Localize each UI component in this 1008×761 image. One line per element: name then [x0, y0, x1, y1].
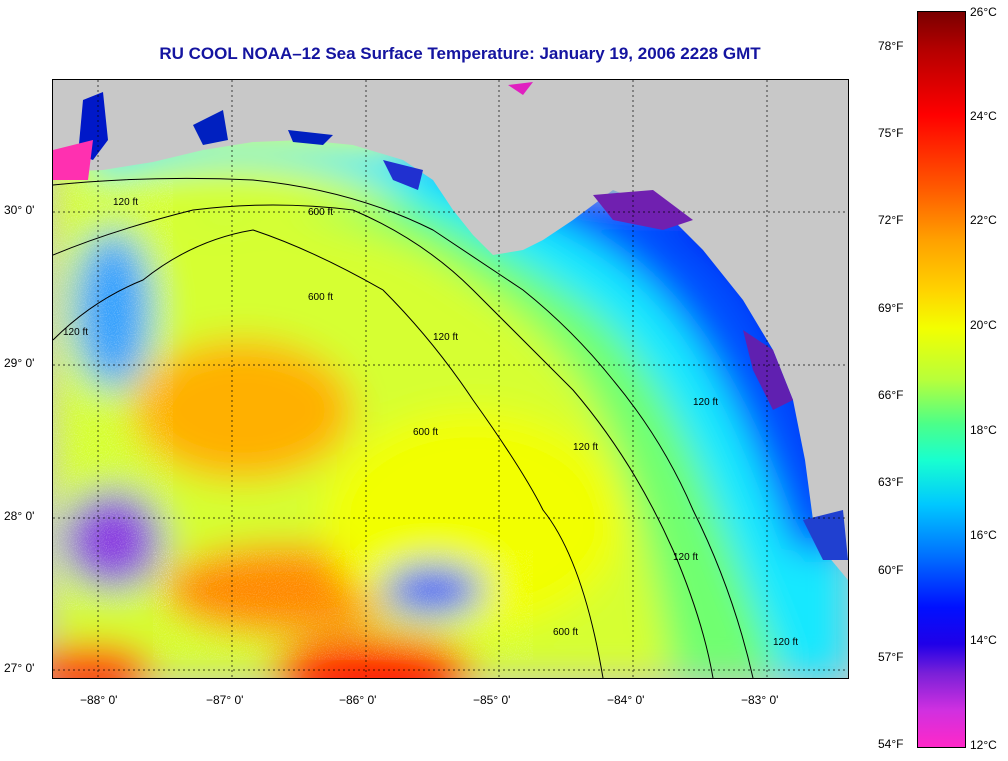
temperature-colorbar [917, 11, 966, 748]
colorbar-c-label: 16°C [970, 528, 997, 542]
colorbar-f-label: 60°F [878, 563, 904, 577]
contour-label: 600 ft [413, 427, 438, 438]
longitude-label: −85° 0' [473, 693, 511, 707]
bathymetry-contours [53, 177, 754, 678]
land-mass [53, 80, 848, 580]
colorbar-c-label: 18°C [970, 423, 997, 437]
longitude-label: −88° 0' [80, 693, 118, 707]
colorbar-f-label: 75°F [878, 126, 904, 140]
longitude-label: −84° 0' [607, 693, 645, 707]
latitude-label: 30° 0' [4, 203, 35, 217]
sst-map: 120 ft 600 ft 120 ft 120 ft 600 ft 120 f… [52, 79, 849, 679]
contour-label: 120 ft [113, 197, 138, 208]
contour-label: 120 ft [63, 327, 88, 338]
colorbar-f-label: 66°F [878, 388, 904, 402]
contour-label: 600 ft [308, 292, 333, 303]
contour-label: 120 ft [573, 442, 598, 453]
colorbar-f-label: 57°F [878, 650, 904, 664]
colorbar-f-label: 63°F [878, 475, 904, 489]
latitude-label: 27° 0' [4, 661, 35, 675]
longitude-label: −86° 0' [339, 693, 377, 707]
contour-label: 120 ft [693, 397, 718, 408]
colorbar-c-label: 12°C [970, 738, 997, 752]
colorbar-f-label: 54°F [878, 737, 904, 751]
map-title: RU COOL NOAA–12 Sea Surface Temperature:… [159, 44, 761, 63]
latitude-label: 28° 0' [4, 509, 35, 523]
colorbar-c-label: 20°C [970, 318, 997, 332]
contour-label: 600 ft [553, 627, 578, 638]
colorbar-f-label: 78°F [878, 39, 904, 53]
colorbar-c-label: 24°C [970, 109, 997, 123]
contour-label: 120 ft [673, 552, 698, 563]
colorbar-c-label: 26°C [970, 5, 997, 19]
colorbar-f-label: 69°F [878, 301, 904, 315]
longitude-label: −83° 0' [741, 693, 779, 707]
colorbar-c-label: 22°C [970, 213, 997, 227]
colorbar-c-label: 14°C [970, 633, 997, 647]
contour-label: 120 ft [433, 332, 458, 343]
colorbar-f-label: 72°F [878, 213, 904, 227]
contour-label: 120 ft [773, 637, 798, 648]
latitude-label: 29° 0' [4, 356, 35, 370]
contour-label: 600 ft [308, 207, 333, 218]
longitude-label: −87° 0' [206, 693, 244, 707]
